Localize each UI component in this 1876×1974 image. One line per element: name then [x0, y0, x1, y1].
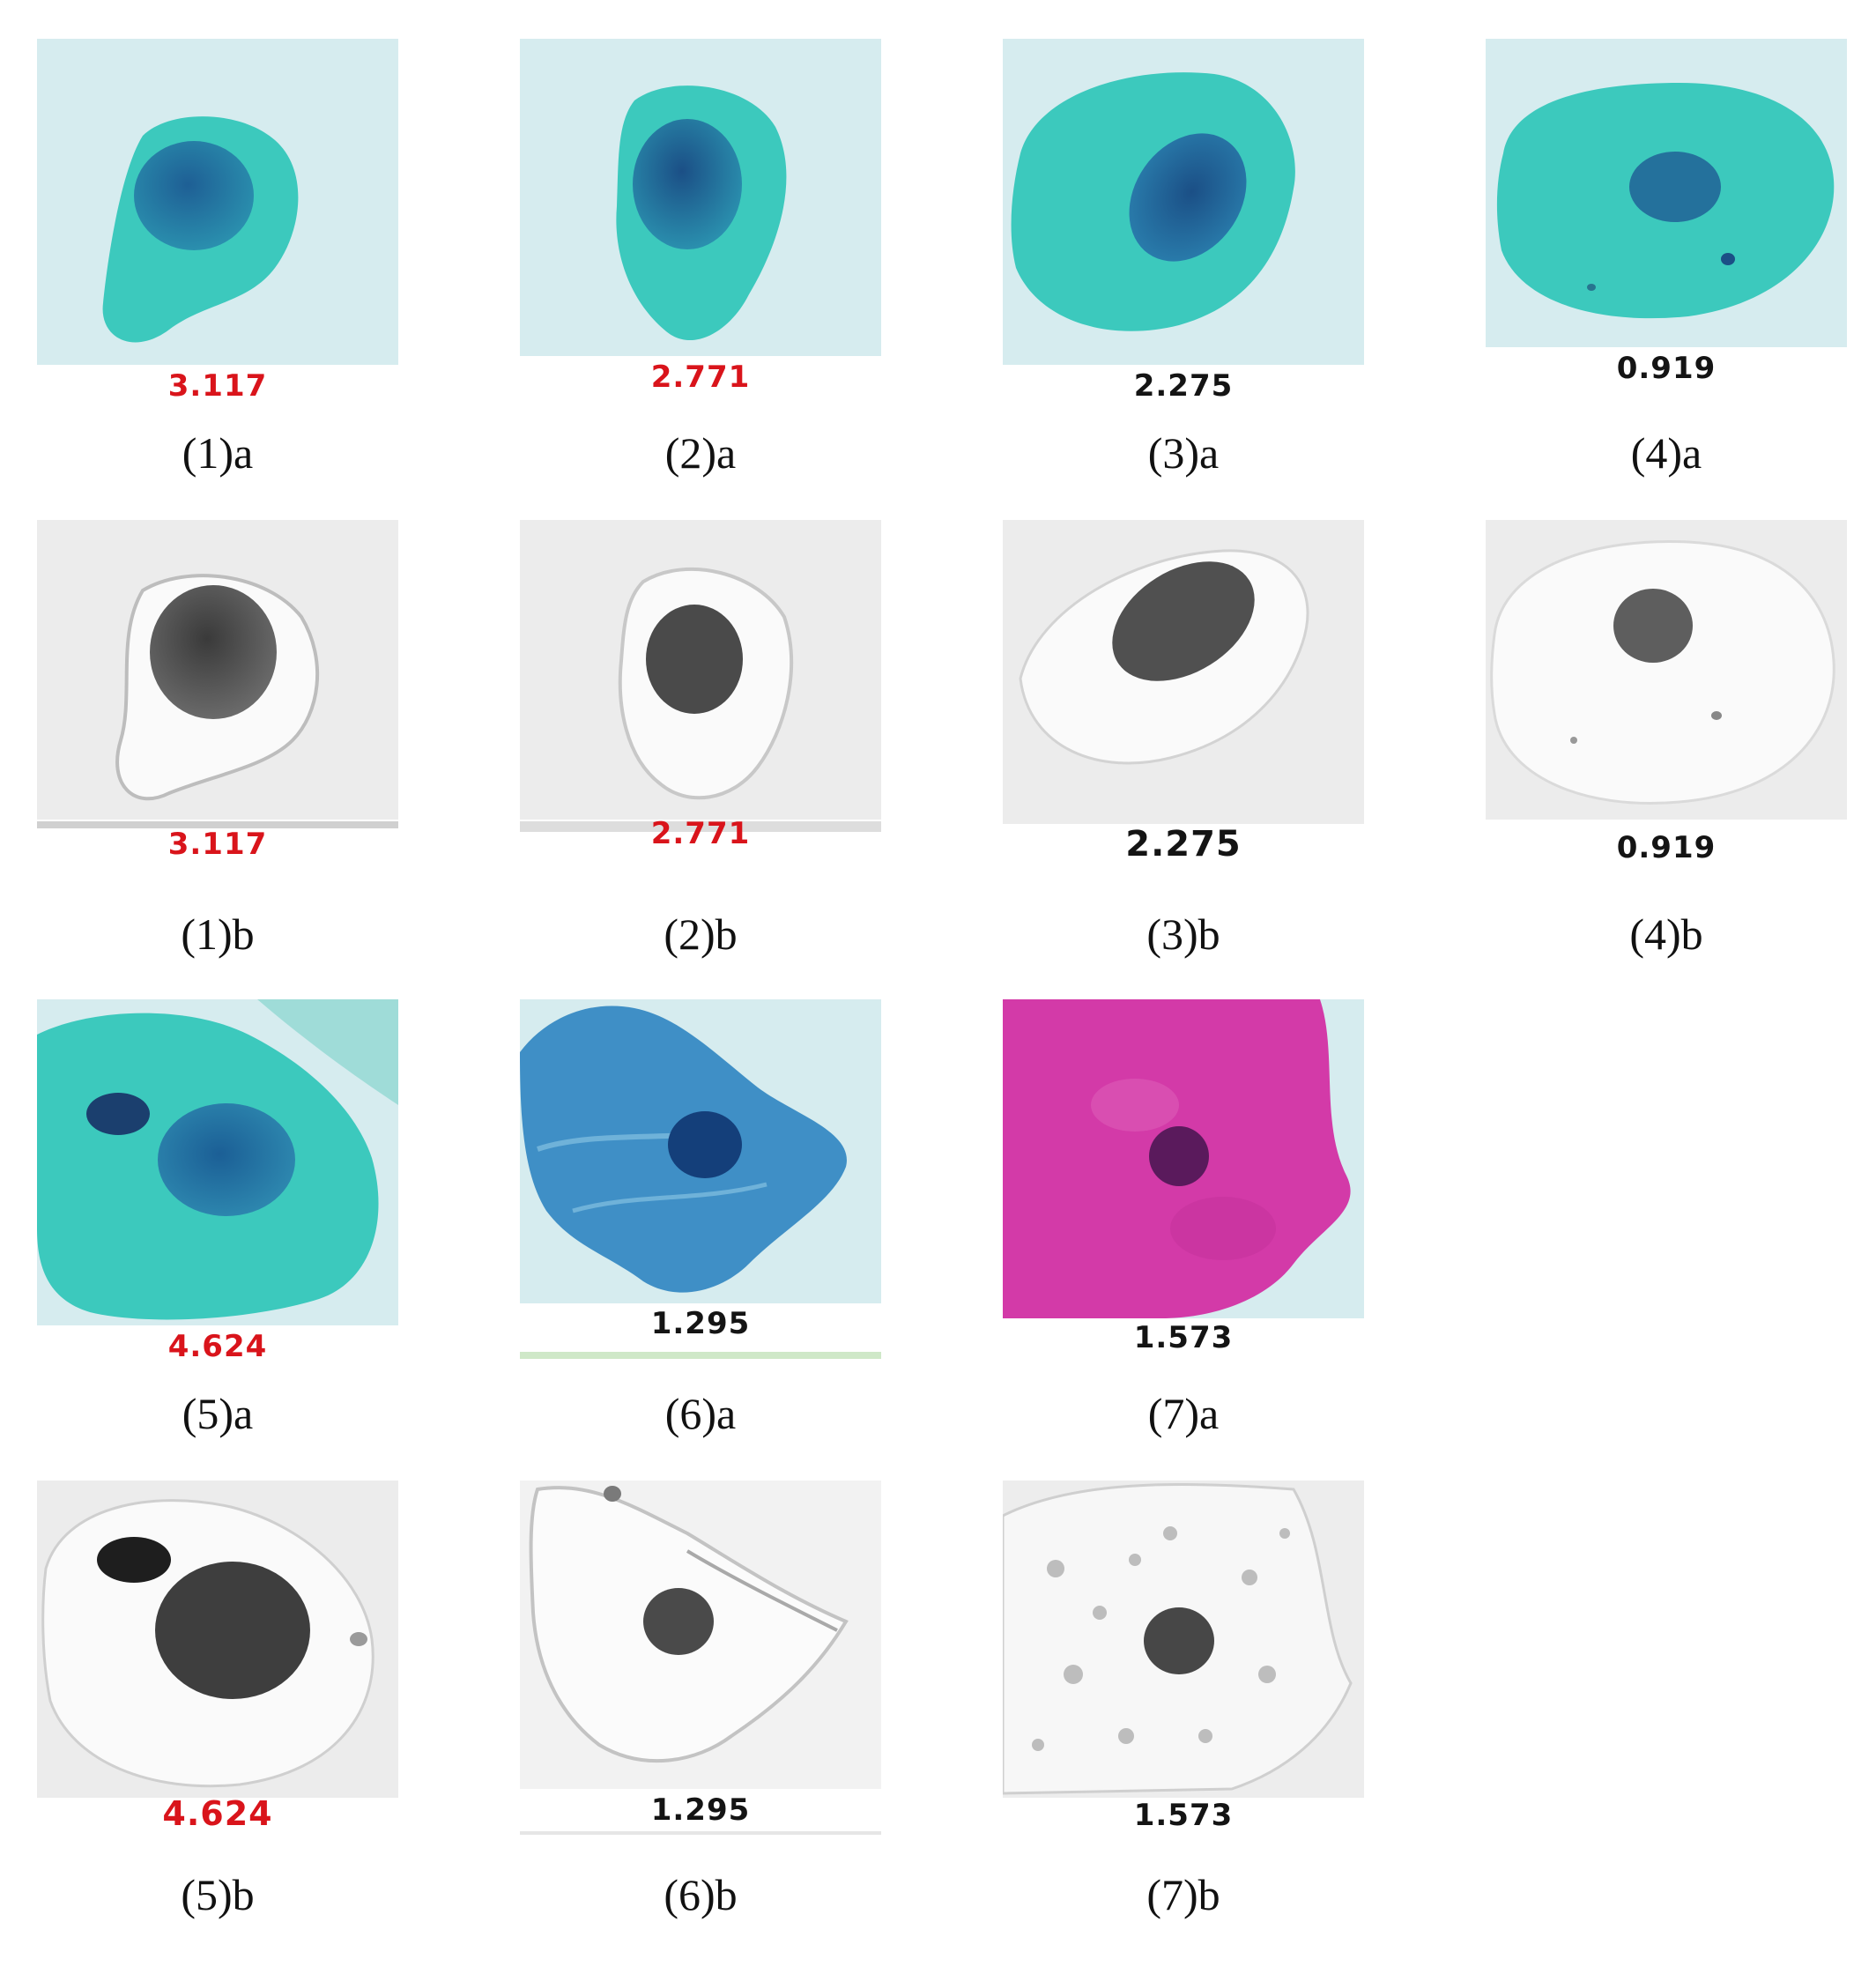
cell-micrograph-5b	[37, 1480, 398, 1798]
cell-image-4b	[1486, 520, 1847, 846]
cell-4b: 0.919 (4)b	[1486, 520, 1847, 1013]
cell-6a: 1.295 (6)a	[520, 999, 881, 1493]
cell-2a: 2.771 (2)a	[520, 39, 881, 532]
panel-label-6b: (6)b	[664, 1870, 738, 1919]
cell-image-2a	[520, 39, 881, 365]
cell-micrograph-6b	[520, 1480, 881, 1789]
score-value-5b: 4.624	[162, 1794, 273, 1833]
bottom-strip-6a	[520, 1352, 881, 1359]
cell-3b: 2.275 (3)b	[1003, 520, 1364, 1013]
cell-micrograph-3a	[1003, 39, 1364, 365]
cell-image-5b	[37, 1480, 398, 1807]
cell-image-3b	[1003, 520, 1364, 846]
score-value-2b: 2.771	[650, 816, 751, 851]
cell-image-7a	[1003, 999, 1364, 1325]
cell-image-7b	[1003, 1480, 1364, 1807]
cell-image-1b	[37, 520, 398, 846]
panel-label-2a: (2)a	[664, 428, 737, 478]
cell-5a: 4.624 (5)a	[37, 999, 398, 1493]
score-value-2a: 2.771	[650, 360, 751, 395]
cell-micrograph-5a	[37, 999, 398, 1325]
cell-micrograph-1a	[37, 39, 398, 365]
cell-micrograph-3b	[1003, 520, 1364, 824]
cell-4a: 0.919 (4)a	[1486, 39, 1847, 532]
score-value-6b: 1.295	[650, 1792, 751, 1828]
cell-micrograph-6a	[520, 999, 881, 1303]
score-value-7b: 1.573	[1133, 1798, 1234, 1833]
cell-1a: 3.117 (1)a	[37, 39, 398, 532]
panel-label-7a: (7)a	[1147, 1389, 1220, 1438]
cell-micrograph-2b	[520, 520, 881, 820]
cell-image-1a	[37, 39, 398, 365]
panel-label-5b: (5)b	[181, 1870, 255, 1919]
cell-2b: 2.771 (2)b	[520, 520, 881, 1013]
cell-3a: 2.275 (3)a	[1003, 39, 1364, 532]
score-value-3b: 2.275	[1125, 824, 1242, 865]
cell-image-3a	[1003, 39, 1364, 365]
bottom-strip-2b	[520, 821, 881, 832]
panel-label-1b: (1)b	[181, 909, 255, 959]
score-value-3a: 2.275	[1133, 368, 1234, 404]
cell-image-6b	[520, 1480, 881, 1807]
panel-label-3a: (3)a	[1147, 428, 1220, 478]
bottom-strip-1b	[37, 821, 398, 828]
bottom-strip-6b	[520, 1831, 881, 1835]
cell-5b: 4.624 (5)b	[37, 1480, 398, 1974]
score-value-7a: 1.573	[1133, 1320, 1234, 1355]
cell-6b: 1.295 (6)b	[520, 1480, 881, 1974]
cell-image-6a	[520, 999, 881, 1325]
score-value-1b: 3.117	[167, 827, 268, 862]
panel-label-3b: (3)b	[1146, 909, 1220, 959]
cell-micrograph-1b	[37, 520, 398, 820]
panel-label-5a: (5)a	[182, 1389, 254, 1438]
score-value-4a: 0.919	[1616, 351, 1717, 386]
panel-label-2b: (2)b	[664, 909, 738, 959]
panel-label-4a: (4)a	[1630, 428, 1702, 478]
cell-micrograph-7b	[1003, 1480, 1364, 1798]
cell-image-4a	[1486, 39, 1847, 365]
score-value-5a: 4.624	[167, 1329, 268, 1364]
cell-micrograph-4b	[1486, 520, 1847, 820]
cell-image-2b	[520, 520, 881, 846]
score-value-6a: 1.295	[650, 1306, 751, 1341]
cell-micrograph-2a	[520, 39, 881, 356]
cell-micrograph-7a	[1003, 999, 1364, 1318]
cell-image-5a	[37, 999, 398, 1325]
panel-label-7b: (7)b	[1146, 1870, 1220, 1919]
cell-7a: 1.573 (7)a	[1003, 999, 1364, 1493]
panel-label-4b: (4)b	[1629, 909, 1703, 959]
cell-7b: 1.573 (7)b	[1003, 1480, 1364, 1974]
score-value-4b: 0.919	[1616, 830, 1717, 865]
panel-label-6a: (6)a	[664, 1389, 737, 1438]
panel-label-1a: (1)a	[182, 428, 254, 478]
score-value-1a: 3.117	[167, 368, 268, 404]
cell-micrograph-4a	[1486, 39, 1847, 347]
cell-1b: 3.117 (1)b	[37, 520, 398, 1013]
